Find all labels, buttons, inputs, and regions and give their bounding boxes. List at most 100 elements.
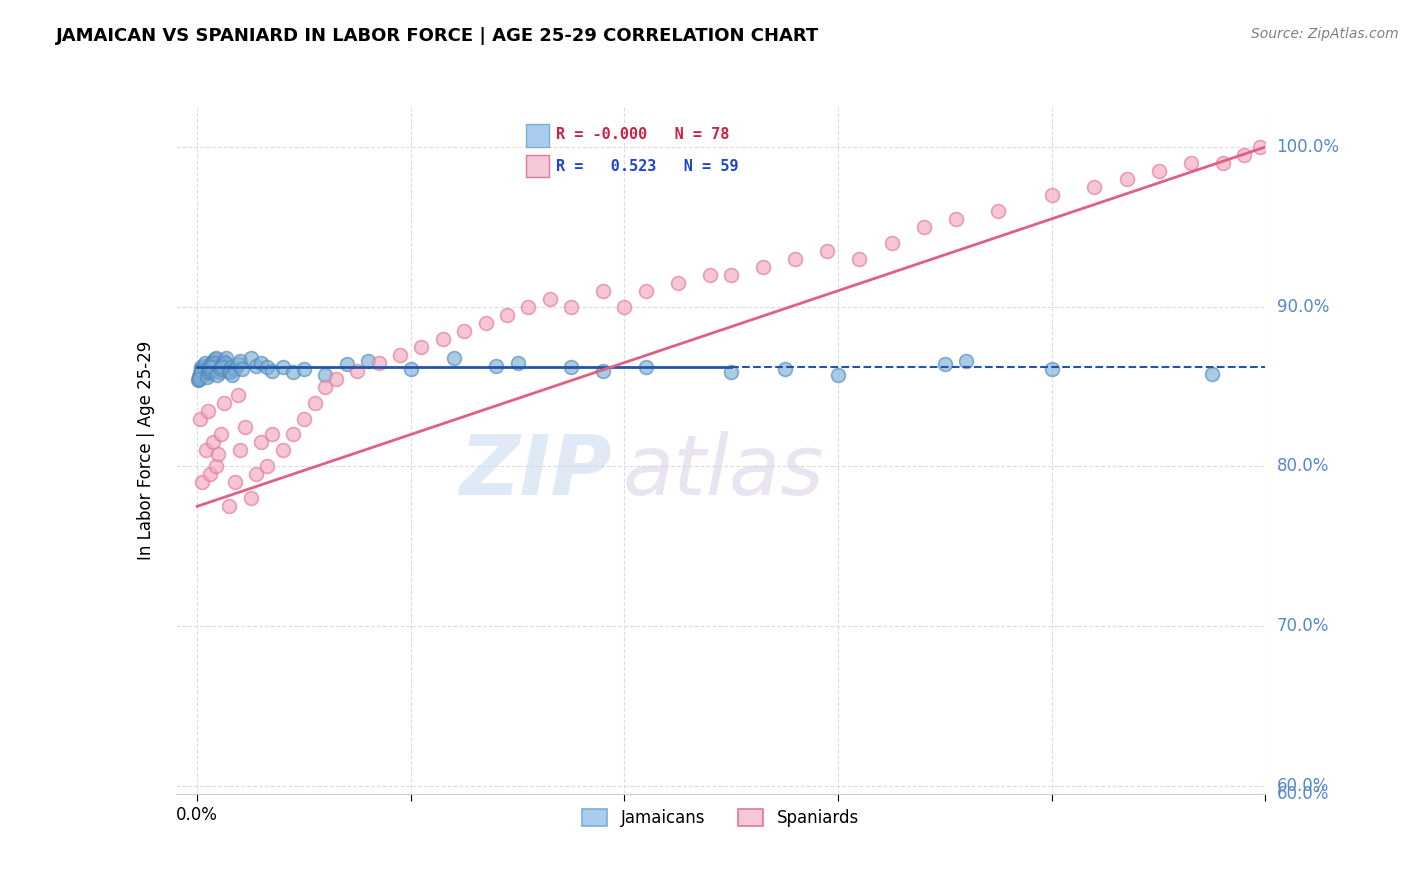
Point bbox=[1212, 156, 1234, 170]
Text: 100.0%: 100.0% bbox=[1277, 138, 1340, 156]
Point bbox=[231, 362, 253, 376]
Point bbox=[773, 362, 796, 376]
Point bbox=[201, 356, 224, 370]
Point bbox=[191, 365, 214, 379]
Point bbox=[207, 363, 229, 377]
Point bbox=[209, 427, 232, 442]
Point bbox=[250, 356, 273, 370]
Point bbox=[229, 354, 252, 368]
Point bbox=[197, 365, 219, 379]
Point bbox=[955, 354, 977, 368]
Point bbox=[211, 360, 233, 375]
Point bbox=[205, 459, 228, 474]
Point bbox=[198, 360, 221, 375]
Point bbox=[1083, 180, 1105, 194]
Point bbox=[226, 387, 249, 401]
Point bbox=[506, 356, 529, 370]
Point bbox=[271, 443, 294, 458]
Point bbox=[720, 365, 742, 379]
Point bbox=[250, 435, 273, 450]
Point bbox=[1233, 148, 1256, 162]
Point bbox=[720, 268, 742, 282]
Point bbox=[208, 365, 231, 379]
Point bbox=[474, 316, 496, 330]
Point bbox=[188, 368, 211, 383]
Point bbox=[202, 435, 225, 450]
Point bbox=[211, 359, 233, 373]
Point bbox=[197, 367, 219, 381]
Point bbox=[634, 284, 657, 298]
Point bbox=[1115, 172, 1137, 186]
Point bbox=[934, 357, 956, 371]
Point bbox=[432, 332, 454, 346]
Point bbox=[207, 368, 229, 383]
Text: 80.0%: 80.0% bbox=[1277, 458, 1329, 475]
Point bbox=[214, 356, 236, 370]
Point bbox=[202, 359, 225, 373]
Point bbox=[218, 363, 240, 377]
Point bbox=[453, 324, 475, 338]
Point bbox=[560, 360, 582, 375]
Point bbox=[260, 427, 283, 442]
Point bbox=[215, 351, 238, 365]
Point bbox=[592, 363, 614, 377]
Point bbox=[221, 368, 243, 383]
Point bbox=[256, 459, 278, 474]
Point bbox=[191, 363, 214, 377]
Point bbox=[613, 300, 636, 314]
Point bbox=[200, 357, 222, 371]
Point bbox=[283, 365, 305, 379]
Point bbox=[283, 427, 305, 442]
Point bbox=[219, 365, 242, 379]
Point bbox=[194, 356, 217, 370]
Point bbox=[200, 360, 222, 375]
Point bbox=[200, 359, 222, 373]
Point bbox=[188, 370, 211, 384]
Point bbox=[260, 363, 283, 377]
Point bbox=[194, 443, 217, 458]
Text: R =   0.523   N = 59: R = 0.523 N = 59 bbox=[555, 159, 738, 174]
Bar bbox=[526, 154, 548, 178]
Text: 60.0%: 60.0% bbox=[1277, 777, 1329, 795]
Point bbox=[190, 360, 212, 375]
Text: ZIP: ZIP bbox=[458, 431, 612, 512]
Point bbox=[211, 362, 233, 376]
Point bbox=[188, 371, 211, 385]
Text: JAMAICAN VS SPANIARD IN LABOR FORCE | AGE 25-29 CORRELATION CHART: JAMAICAN VS SPANIARD IN LABOR FORCE | AG… bbox=[56, 27, 820, 45]
Legend: Jamaicans, Spaniards: Jamaicans, Spaniards bbox=[575, 802, 866, 834]
Point bbox=[188, 411, 211, 425]
Point bbox=[496, 308, 519, 322]
Point bbox=[205, 351, 228, 365]
Y-axis label: In Labor Force | Age 25-29: In Labor Force | Age 25-29 bbox=[136, 341, 155, 560]
Point bbox=[198, 467, 221, 482]
Point bbox=[197, 403, 219, 417]
Point bbox=[229, 443, 252, 458]
Point bbox=[202, 357, 225, 371]
Point bbox=[224, 362, 246, 376]
Point bbox=[1249, 140, 1271, 154]
Point bbox=[367, 356, 389, 370]
Point bbox=[204, 352, 226, 367]
Point bbox=[188, 368, 211, 383]
Point bbox=[592, 284, 614, 298]
Point bbox=[195, 370, 218, 384]
Point bbox=[912, 219, 935, 234]
Point bbox=[239, 491, 262, 506]
Point bbox=[212, 354, 235, 368]
Point bbox=[211, 357, 233, 371]
Point bbox=[785, 252, 807, 266]
Point bbox=[399, 362, 422, 376]
Point bbox=[201, 360, 224, 375]
Point bbox=[987, 203, 1010, 218]
Point bbox=[443, 351, 465, 365]
Point bbox=[188, 371, 211, 385]
Point bbox=[1201, 367, 1223, 381]
Point bbox=[193, 359, 215, 373]
Point bbox=[198, 362, 221, 376]
Point bbox=[190, 363, 212, 377]
Point bbox=[1040, 187, 1063, 202]
Point bbox=[226, 357, 249, 371]
Point bbox=[221, 360, 243, 375]
Point bbox=[209, 362, 232, 376]
Point bbox=[202, 354, 225, 368]
